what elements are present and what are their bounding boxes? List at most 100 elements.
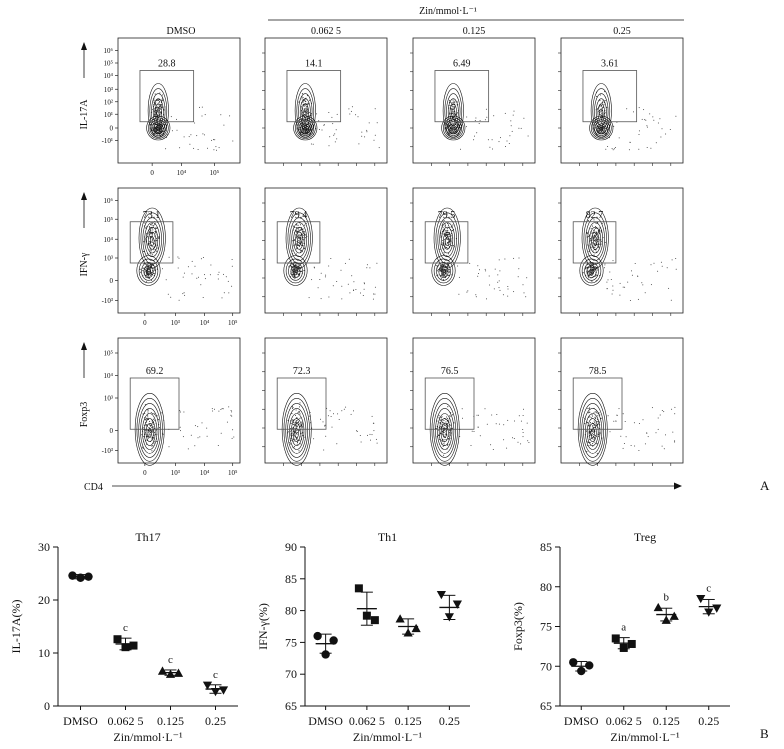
event-dot [294,244,296,246]
event-dot [634,263,636,264]
event-dot [293,423,295,425]
event-dot [298,234,300,236]
event-dot [592,415,594,417]
event-dot [587,269,589,271]
event-dot [452,111,454,113]
event-dot [336,138,338,140]
event-dot [371,415,373,417]
event-dot [301,422,303,424]
event-dot [595,424,597,426]
event-dot [152,413,154,415]
plot-frame [412,187,536,314]
event-dot [295,427,297,429]
contour-line [589,115,614,141]
event-dot [592,445,594,447]
event-dot [443,232,445,234]
event-dot [154,432,156,434]
event-dot [337,413,339,415]
event-dot [298,241,300,243]
event-dot [448,235,450,238]
event-dot [655,142,657,144]
contour-line [142,217,162,261]
event-dot [659,414,661,416]
event-dot [596,443,598,445]
event-dot [151,224,153,226]
event-dot [453,422,455,424]
x-tick-label: DMSO [308,714,343,728]
contour-line [296,119,314,138]
event-dot [148,433,151,435]
event-dot [443,269,445,271]
event-dot [150,412,152,414]
contour-line [585,413,601,450]
event-dot [657,122,659,124]
event-dot [361,131,363,133]
event-dot [491,414,493,416]
event-dot [142,267,144,269]
contour-line [149,119,168,138]
event-dot [452,224,454,226]
event-dot [305,234,307,236]
event-dot [503,439,505,441]
event-dot [157,419,160,421]
event-dot [443,273,445,275]
plot-frame [117,37,241,164]
event-dot [474,120,476,121]
event-dot [149,264,151,266]
event-dot [301,421,303,423]
event-dot [445,247,447,249]
contour-line [583,408,603,454]
event-dot [520,420,522,422]
event-dot [194,265,196,267]
event-dot [513,291,515,293]
event-dot [160,120,162,122]
event-dot [182,293,184,295]
event-dot [505,146,506,147]
event-dot [443,219,445,222]
event-dot [334,133,336,135]
flow-plot: 79.4 [262,187,388,316]
event-dot [593,246,595,248]
event-dot [307,102,309,104]
event-dot [612,289,614,291]
event-dot [296,433,298,435]
event-dot [152,246,154,248]
event-dot [378,147,380,149]
event-dot [484,408,486,410]
event-dot [149,435,151,437]
event-dot [522,436,524,438]
event-dot [495,423,497,425]
event-dot [151,426,153,429]
event-dot [148,430,150,432]
event-dot [643,109,645,111]
contour-line [298,93,313,130]
event-dot [304,122,306,124]
gate-value: 72.3 [293,366,311,377]
event-dot [292,418,294,421]
event-dot [146,424,148,426]
contour-line [146,115,171,141]
event-dot [203,134,205,136]
event-dot [613,420,615,422]
event-dot [303,126,305,128]
event-dot [327,415,329,417]
event-dot [154,227,156,229]
marker-triangle-down [452,600,462,609]
event-dot [323,124,325,126]
event-dot [446,234,448,236]
event-dot [456,101,458,103]
x-tick-label: 0.125 [395,714,422,728]
event-dot [589,266,591,269]
event-dot [294,278,296,280]
event-dot [228,406,230,408]
event-dot [145,281,147,283]
event-dot [674,441,676,443]
event-dot [453,113,455,115]
event-dot [305,126,307,128]
event-dot [452,110,454,112]
event-dot [593,439,595,441]
event-dot [157,110,160,112]
event-dot [178,299,180,301]
event-dot [299,425,302,427]
event-dot [451,230,454,232]
